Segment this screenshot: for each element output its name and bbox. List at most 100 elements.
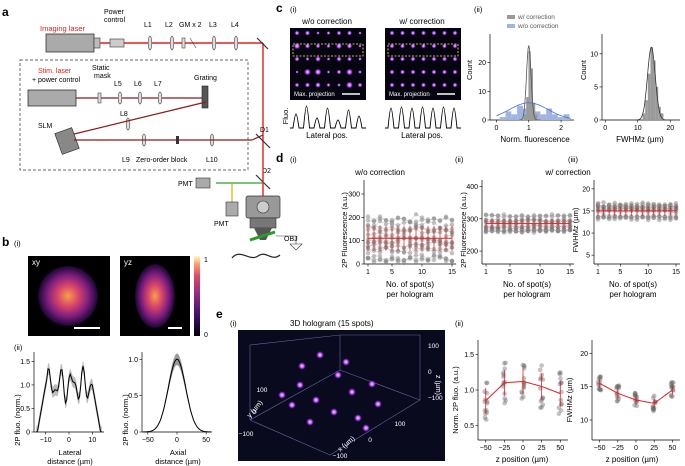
data-point: [557, 371, 563, 377]
y-tick-label: 300: [466, 216, 478, 223]
data-point: [595, 215, 601, 221]
svg-text:L3: L3: [209, 22, 217, 29]
svg-text:w/o correction: w/o correction: [301, 17, 352, 26]
series-line: [367, 246, 453, 254]
spot: [303, 68, 312, 76]
histogram-bar: [526, 97, 529, 120]
y-tick-label: 1.0: [128, 357, 138, 364]
data-point: [614, 383, 620, 389]
profile-line: [36, 365, 102, 433]
svg-text:(ii): (ii): [455, 319, 464, 328]
histogram-bar: [523, 114, 527, 120]
data-point: [483, 229, 489, 234]
hologram-spot: [278, 391, 286, 399]
svg-text:Norm. 2P fluo. (a.u.): Norm. 2P fluo. (a.u.): [451, 366, 460, 434]
hologram-spot: [298, 362, 306, 370]
data-point: [484, 390, 490, 396]
svg-text:L9: L9: [122, 157, 130, 164]
spot: [420, 69, 427, 75]
data-point: [539, 363, 544, 368]
svg-text:Count: Count: [465, 59, 474, 80]
svg-text:(i): (i): [290, 155, 297, 164]
data-point: [558, 370, 563, 375]
panel-label-e: e: [216, 307, 223, 321]
svg-text:z position (µm): z position (µm): [496, 455, 549, 464]
svg-text:yz: yz: [124, 258, 132, 267]
data-point: [597, 374, 603, 380]
spot: [346, 56, 353, 62]
spot: [389, 30, 395, 36]
x-tick-label: −25: [612, 445, 624, 452]
x-tick-label: −100: [333, 453, 348, 460]
spot: [452, 30, 458, 36]
image-background: [290, 28, 366, 100]
svg-text:Fluo.: Fluo.: [281, 108, 290, 125]
z-tick-label: −100: [428, 395, 443, 402]
spot: [314, 68, 322, 76]
trace-without-correction: [290, 105, 366, 129]
spot: [336, 56, 342, 62]
x-tick-label: 25: [650, 445, 658, 452]
svg-text:Lateral: Lateral: [59, 448, 82, 457]
y-tick-label: 200: [348, 215, 360, 222]
hologram-3d-view: [238, 330, 445, 461]
stim-laser-box: [27, 89, 77, 107]
fit-curve: [519, 45, 541, 121]
grid-line: [329, 399, 421, 456]
spot: [431, 43, 437, 49]
data-point: [484, 380, 489, 386]
y-tick-label: 300: [348, 192, 360, 199]
svg-text:mask: mask: [94, 73, 111, 80]
svg-text:per hologram: per hologram: [609, 290, 656, 299]
histogram-bar: [552, 114, 558, 120]
histogram-bar: [645, 100, 648, 120]
svg-text:(i): (i): [230, 319, 237, 328]
fwhm-histogram: 0 10 20 0 5 10: [590, 34, 680, 132]
x-tick-label: 10: [418, 269, 426, 276]
data-point: [538, 398, 544, 404]
series-line: [367, 254, 453, 262]
spot: [420, 56, 427, 62]
data-point: [365, 256, 371, 261]
slm: [54, 127, 80, 155]
data-point: [669, 379, 674, 385]
data-point: [633, 391, 638, 396]
svg-text:Lateral pos.: Lateral pos.: [306, 131, 348, 140]
selection-box: [292, 43, 364, 57]
series-line: [597, 215, 677, 219]
data-point: [365, 218, 371, 223]
svg-text:L5: L5: [114, 81, 122, 88]
spot: [441, 30, 448, 36]
data-point: [501, 372, 506, 377]
y-tick-label: 20: [580, 351, 588, 358]
trace-line: [290, 105, 366, 129]
x-tick-label: 0: [634, 445, 638, 452]
data-point: [650, 407, 656, 412]
spot: [431, 69, 437, 75]
series-line: [598, 215, 677, 219]
spot: [389, 43, 395, 49]
spot: [389, 56, 395, 62]
svg-text:distance (µm): distance (µm): [155, 457, 201, 466]
spot: [294, 56, 300, 62]
data-point: [484, 380, 490, 386]
svg-text:+ power control: + power control: [32, 77, 80, 84]
spot: [410, 82, 416, 88]
data-point: [482, 397, 488, 403]
data-point: [537, 367, 543, 373]
data-point: [651, 393, 657, 399]
panel-label-c: c: [276, 1, 283, 15]
y-tick-label: 15: [580, 384, 588, 391]
y-tick-label: 0: [26, 430, 30, 437]
hologram-spot: [354, 414, 362, 422]
imaging-laser-box: [45, 33, 95, 53]
data-point: [558, 408, 564, 413]
data-point: [558, 376, 563, 381]
svg-text:z position (µm): z position (µm): [606, 455, 659, 464]
spot: [345, 81, 354, 89]
x-tick-label: 0: [521, 445, 525, 452]
y-tick-label: 100: [348, 238, 360, 245]
data-point: [522, 364, 527, 369]
y-tick-label: 10: [580, 418, 588, 425]
spot: [399, 56, 406, 62]
